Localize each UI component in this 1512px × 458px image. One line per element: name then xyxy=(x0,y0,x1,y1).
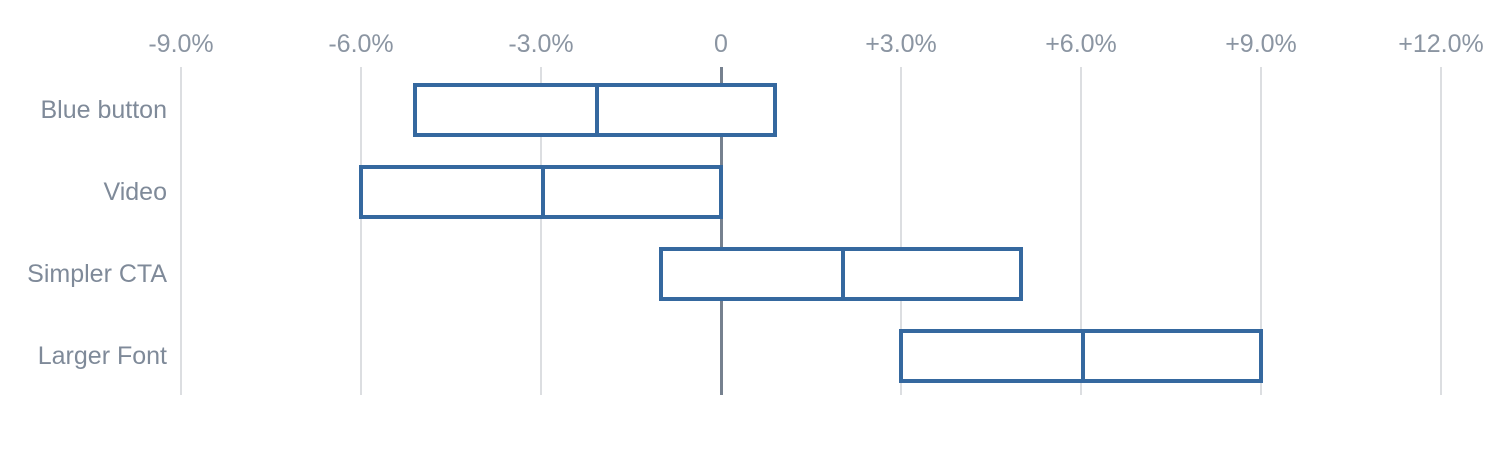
x-tick-label: +9.0% xyxy=(1225,30,1297,58)
x-tick-label: -6.0% xyxy=(328,30,394,58)
x-tick-label: 0 xyxy=(714,30,728,58)
gridline-9.0 xyxy=(180,67,182,395)
range-box-blue-button xyxy=(413,83,777,137)
range-box-larger-font xyxy=(899,329,1263,383)
gridline-3.0 xyxy=(540,67,542,395)
zero-axis-line xyxy=(719,67,723,395)
median-line-simpler-cta xyxy=(841,251,845,297)
median-line-blue-button xyxy=(595,87,599,133)
x-tick-label: +3.0% xyxy=(865,30,937,58)
range-box-simpler-cta xyxy=(659,247,1023,301)
row-label-larger-font: Larger Font xyxy=(37,342,167,370)
gridline-6.0 xyxy=(360,67,362,395)
x-tick-label: +12.0% xyxy=(1398,30,1484,58)
range-box-video xyxy=(359,165,723,219)
median-line-larger-font xyxy=(1081,333,1085,379)
x-tick-label: -9.0% xyxy=(148,30,214,58)
gridline-12.0 xyxy=(1440,67,1442,395)
gridline-3.0 xyxy=(900,67,902,395)
gridline-6.0 xyxy=(1080,67,1082,395)
row-label-blue-button: Blue button xyxy=(40,96,168,124)
gridline-9.0 xyxy=(1260,67,1262,395)
median-line-video xyxy=(541,169,545,215)
row-label-simpler-cta: Simpler CTA xyxy=(27,260,167,288)
x-tick-label: +6.0% xyxy=(1045,30,1117,58)
row-label-video: Video xyxy=(103,178,168,206)
x-tick-label: -3.0% xyxy=(508,30,574,58)
